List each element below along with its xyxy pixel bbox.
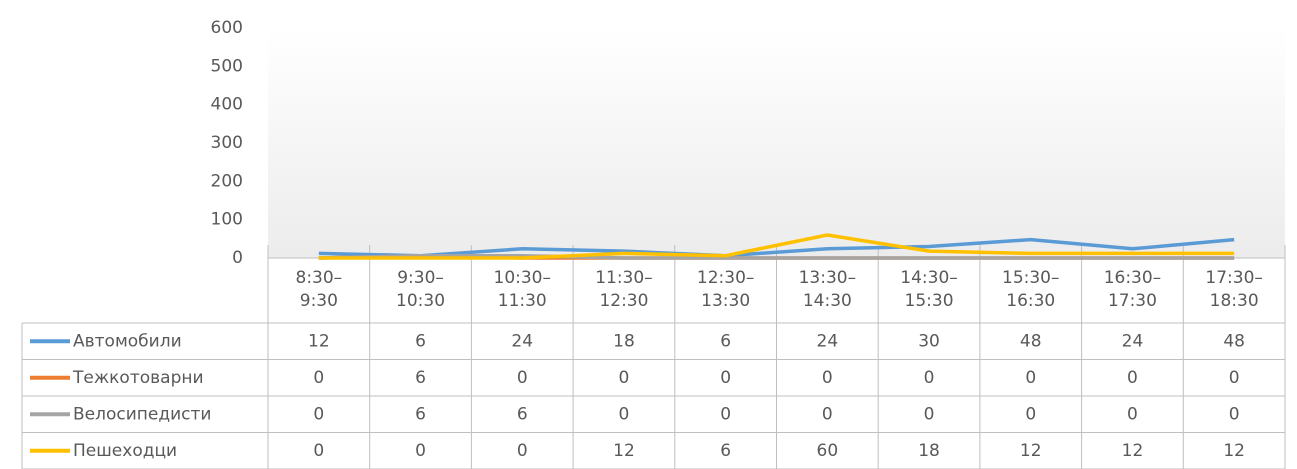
table-value: 0 bbox=[1229, 404, 1240, 424]
x-tick-label: 8:30–9:30 bbox=[295, 268, 343, 311]
y-tick-label: 200 bbox=[211, 171, 243, 191]
table-value: 0 bbox=[415, 441, 426, 461]
table-value: 0 bbox=[1025, 404, 1036, 424]
table-value: 0 bbox=[1127, 368, 1138, 388]
legend-label: Пешеходци bbox=[73, 441, 177, 461]
y-tick-label: 400 bbox=[211, 95, 243, 115]
table-value: 6 bbox=[415, 331, 426, 351]
table-value: 12 bbox=[1020, 441, 1042, 461]
table-value: 0 bbox=[720, 404, 731, 424]
table-value: 12 bbox=[613, 441, 635, 461]
table-value: 12 bbox=[308, 331, 330, 351]
table-value: 24 bbox=[511, 331, 533, 351]
table-value: 6 bbox=[720, 331, 731, 351]
table-value: 24 bbox=[1122, 331, 1144, 351]
table-value: 0 bbox=[517, 441, 528, 461]
table-value: 0 bbox=[1229, 368, 1240, 388]
series-line bbox=[318, 253, 1235, 260]
table-value: 30 bbox=[918, 331, 940, 351]
table-value: 24 bbox=[817, 331, 839, 351]
table-value: 0 bbox=[924, 368, 935, 388]
table-value: 0 bbox=[1127, 404, 1138, 424]
table-value: 12 bbox=[1223, 441, 1245, 461]
x-tick-label: 9:30–10:30 bbox=[396, 268, 446, 311]
plot-area bbox=[268, 28, 1285, 258]
table-value: 0 bbox=[313, 441, 324, 461]
table-value: 0 bbox=[619, 368, 630, 388]
table-value: 0 bbox=[822, 404, 833, 424]
series-line bbox=[318, 237, 1235, 258]
legend-label: Велосипедисти bbox=[73, 404, 211, 424]
table-value: 6 bbox=[517, 404, 528, 424]
table-value: 0 bbox=[619, 404, 630, 424]
series-line bbox=[318, 233, 1235, 260]
table-value: 0 bbox=[924, 404, 935, 424]
table-value: 0 bbox=[1025, 368, 1036, 388]
table-value: 18 bbox=[918, 441, 940, 461]
x-tick-label: 12:30–13:30 bbox=[696, 268, 755, 311]
table-value: 48 bbox=[1020, 331, 1042, 351]
y-tick-label: 300 bbox=[211, 133, 243, 153]
x-tick-label: 17:30–18:30 bbox=[1205, 268, 1263, 311]
x-tick-label: 16:30–17:30 bbox=[1103, 268, 1162, 311]
x-tick-label: 15:30–16:30 bbox=[1002, 268, 1060, 311]
y-tick-label: 600 bbox=[211, 18, 243, 38]
table-value: 6 bbox=[720, 441, 731, 461]
table-value: 0 bbox=[720, 368, 731, 388]
y-tick-label: 100 bbox=[211, 210, 243, 230]
table-value: 12 bbox=[1122, 441, 1144, 461]
y-tick-label: 500 bbox=[211, 56, 243, 76]
table-value: 48 bbox=[1223, 331, 1245, 351]
x-tick-label: 14:30–15:30 bbox=[900, 268, 958, 311]
legend-label: Тежкотоварни bbox=[72, 368, 204, 388]
table-value: 0 bbox=[822, 368, 833, 388]
legend-label: Автомобили bbox=[73, 331, 182, 351]
table-value: 0 bbox=[313, 368, 324, 388]
x-tick-label: 10:30–11:30 bbox=[493, 268, 552, 311]
table-value: 0 bbox=[313, 404, 324, 424]
table-value: 0 bbox=[517, 368, 528, 388]
x-tick-label: 11:30–12:30 bbox=[595, 268, 653, 311]
x-tick-label: 13:30–14:30 bbox=[798, 268, 857, 311]
table-value: 18 bbox=[613, 331, 635, 351]
y-tick-label: 0 bbox=[232, 248, 243, 268]
table-value: 60 bbox=[817, 441, 839, 461]
table-value: 6 bbox=[415, 404, 426, 424]
table-value: 6 bbox=[415, 368, 426, 388]
